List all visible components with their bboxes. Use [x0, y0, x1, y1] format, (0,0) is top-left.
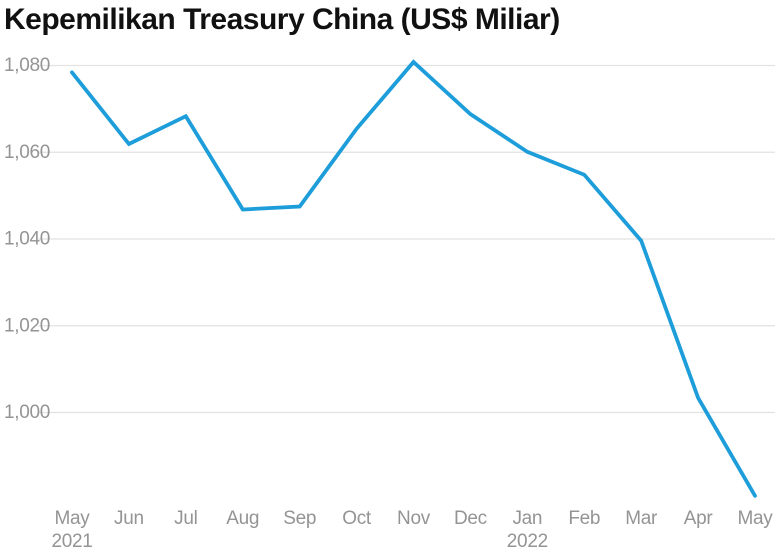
x-axis-tick-label: Jan	[512, 508, 542, 529]
y-axis-tick-label: 1,020	[4, 315, 50, 336]
x-axis-tick-label: Oct	[342, 508, 372, 529]
y-axis-tick-label: 1,060	[4, 142, 50, 163]
y-axis-tick-label: 1,040	[4, 229, 50, 250]
x-axis-year-label: 2021	[51, 531, 92, 552]
series-line	[70, 59, 757, 498]
chart-title: Kepemilikan Treasury China (US$ Miliar)	[4, 3, 560, 36]
x-axis-tick-label: Mar	[625, 508, 658, 529]
x-axis-tick-label: Aug	[226, 508, 259, 529]
x-axis-tick-label: Jun	[114, 508, 144, 529]
x-axis-tick-label: Dec	[454, 508, 487, 529]
y-axis-tick-label: 1,000	[4, 402, 50, 423]
y-axis-tick-label: 1,080	[4, 55, 50, 76]
x-axis-tick-label: Sep	[283, 508, 316, 529]
x-axis-tick-label: Feb	[568, 508, 600, 529]
x-axis-year-label: 2022	[507, 531, 548, 552]
x-axis-tick-label: Jul	[174, 508, 197, 529]
x-axis-tick-label: Apr	[684, 508, 714, 529]
x-axis-tick-label: May	[55, 508, 91, 529]
x-axis-tick-label: May	[738, 508, 774, 529]
x-axis-tick-label: Nov	[397, 508, 431, 529]
